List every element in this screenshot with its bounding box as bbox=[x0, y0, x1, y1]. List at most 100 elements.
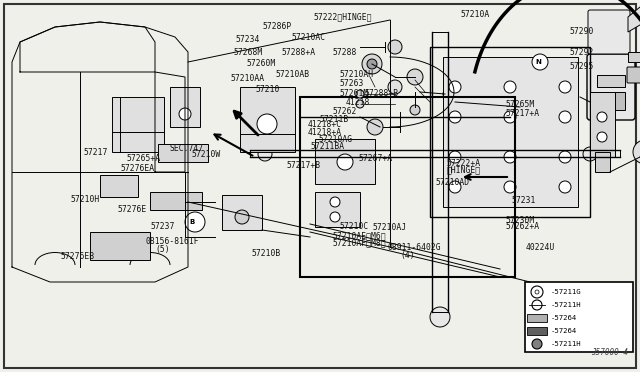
Circle shape bbox=[449, 81, 461, 93]
Circle shape bbox=[449, 181, 461, 193]
Text: 57231: 57231 bbox=[512, 196, 536, 205]
Circle shape bbox=[504, 181, 516, 193]
FancyBboxPatch shape bbox=[587, 54, 635, 120]
Circle shape bbox=[443, 89, 453, 99]
Circle shape bbox=[367, 59, 377, 69]
Text: 57295: 57295 bbox=[570, 62, 594, 71]
Circle shape bbox=[535, 290, 539, 294]
Bar bbox=[525, 282, 633, 352]
Circle shape bbox=[356, 100, 364, 108]
Text: 57276E: 57276E bbox=[117, 205, 147, 214]
Bar bbox=[443, 57, 578, 207]
Text: 57217+A: 57217+A bbox=[506, 109, 540, 118]
Text: 08911-6402G: 08911-6402G bbox=[387, 243, 441, 252]
Circle shape bbox=[407, 69, 423, 85]
Text: 41218+C: 41218+C bbox=[307, 120, 341, 129]
Circle shape bbox=[449, 151, 461, 163]
Circle shape bbox=[532, 54, 548, 70]
Text: (4): (4) bbox=[400, 251, 415, 260]
Circle shape bbox=[362, 54, 382, 74]
Circle shape bbox=[597, 132, 607, 142]
Text: 57262: 57262 bbox=[333, 107, 357, 116]
Bar bbox=[90, 232, 150, 260]
Circle shape bbox=[559, 81, 571, 93]
Text: 57288: 57288 bbox=[333, 48, 357, 57]
Bar bbox=[628, 52, 640, 62]
Circle shape bbox=[503, 147, 517, 161]
Text: 57288+B: 57288+B bbox=[365, 89, 399, 97]
Text: 57222+A: 57222+A bbox=[447, 159, 481, 168]
Text: 57286P: 57286P bbox=[262, 22, 292, 31]
Text: 57210H: 57210H bbox=[70, 195, 100, 203]
Bar bbox=[527, 327, 547, 335]
Circle shape bbox=[504, 111, 516, 123]
Text: 57210AH: 57210AH bbox=[339, 70, 373, 79]
Bar bbox=[315, 192, 360, 227]
Bar bbox=[240, 87, 295, 152]
Bar bbox=[150, 192, 202, 210]
FancyBboxPatch shape bbox=[588, 10, 630, 54]
Text: 57267+A: 57267+A bbox=[358, 154, 392, 163]
Text: 57276EA: 57276EA bbox=[120, 164, 154, 173]
Text: -57211G: -57211G bbox=[551, 289, 582, 295]
Text: 57292: 57292 bbox=[570, 48, 594, 57]
Circle shape bbox=[179, 108, 191, 120]
Text: 57265M: 57265M bbox=[506, 100, 535, 109]
Polygon shape bbox=[628, 7, 640, 32]
Text: 57276EB: 57276EB bbox=[61, 252, 95, 261]
Circle shape bbox=[356, 90, 364, 98]
Circle shape bbox=[388, 80, 402, 94]
Text: 57260M: 57260M bbox=[246, 59, 276, 68]
Text: 08156-8161F: 08156-8161F bbox=[146, 237, 200, 246]
Circle shape bbox=[337, 154, 353, 170]
Circle shape bbox=[430, 307, 450, 327]
FancyBboxPatch shape bbox=[627, 67, 640, 83]
Text: -57264: -57264 bbox=[551, 315, 577, 321]
Bar bbox=[100, 175, 138, 197]
Text: 57261M: 57261M bbox=[339, 89, 369, 97]
Text: 57217+B: 57217+B bbox=[287, 161, 321, 170]
Text: 57263: 57263 bbox=[339, 79, 364, 88]
Circle shape bbox=[531, 286, 543, 298]
Bar bbox=[597, 92, 625, 110]
Text: 57262+A: 57262+A bbox=[506, 222, 540, 231]
Text: 57211BA: 57211BA bbox=[310, 142, 344, 151]
Circle shape bbox=[532, 300, 542, 310]
Circle shape bbox=[559, 181, 571, 193]
Text: 41218: 41218 bbox=[346, 98, 370, 107]
Text: -57264: -57264 bbox=[551, 328, 577, 334]
Circle shape bbox=[185, 212, 205, 232]
Circle shape bbox=[559, 151, 571, 163]
Text: 57210AD: 57210AD bbox=[435, 178, 469, 187]
Circle shape bbox=[559, 111, 571, 123]
Bar bbox=[597, 75, 625, 87]
Text: -57211H: -57211H bbox=[551, 341, 582, 347]
Text: (5): (5) bbox=[155, 245, 170, 254]
Text: 57268M: 57268M bbox=[234, 48, 263, 57]
Text: 57210AG: 57210AG bbox=[319, 135, 353, 144]
Circle shape bbox=[333, 147, 347, 161]
Text: 57211B: 57211B bbox=[320, 115, 349, 124]
Text: 41218+A: 41218+A bbox=[307, 128, 341, 137]
Circle shape bbox=[597, 112, 607, 122]
Text: 57210AF〈M8〉: 57210AF〈M8〉 bbox=[333, 238, 387, 247]
Text: 57234: 57234 bbox=[236, 35, 260, 44]
Bar bbox=[430, 47, 590, 217]
Circle shape bbox=[532, 339, 542, 349]
Bar bbox=[158, 144, 208, 162]
Circle shape bbox=[235, 210, 249, 224]
Text: 57210: 57210 bbox=[256, 85, 280, 94]
Text: -57211H: -57211H bbox=[551, 302, 582, 308]
Bar bbox=[527, 314, 547, 322]
Circle shape bbox=[388, 40, 402, 54]
Text: 57210AJ: 57210AJ bbox=[372, 223, 406, 232]
Text: 57210AC: 57210AC bbox=[291, 33, 325, 42]
Text: J57000 4: J57000 4 bbox=[591, 348, 628, 357]
Text: B: B bbox=[189, 219, 195, 225]
Circle shape bbox=[504, 81, 516, 93]
Circle shape bbox=[504, 151, 516, 163]
Bar bbox=[595, 152, 610, 172]
Text: 57210B: 57210B bbox=[252, 249, 281, 258]
Text: 57230M: 57230M bbox=[506, 216, 535, 225]
Text: 57210AB: 57210AB bbox=[275, 70, 309, 79]
